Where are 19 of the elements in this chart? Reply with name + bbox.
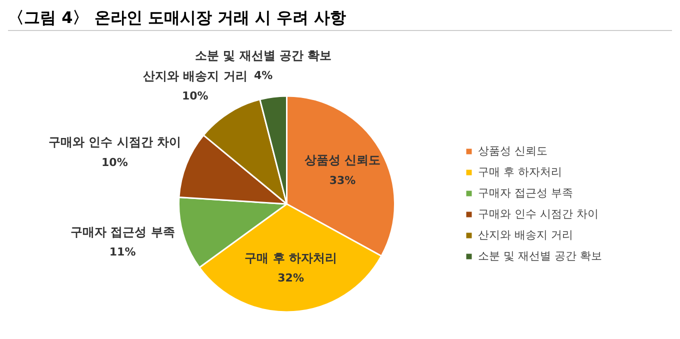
data-label: 33% — [329, 174, 356, 187]
slice-label: 상품성 신뢰도 — [303, 153, 381, 168]
slice-label: 구매자 접근성 부족 — [70, 224, 175, 239]
legend-label: 구매자 접근성 부족 — [478, 186, 574, 200]
slice-label: 구매와 인수 시점간 차이 — [48, 135, 181, 150]
data-label: 10% — [182, 90, 208, 103]
legend-label: 구매와 인수 시점간 차이 — [478, 207, 599, 220]
data-label: 11% — [109, 246, 136, 259]
legend-label: 산지와 배송지 거리 — [478, 228, 574, 242]
chart-title: 〈그림 4〉 온라인 도매시장 거래 시 우려 사항 — [8, 8, 672, 31]
legend-label: 상품성 신뢰도 — [478, 144, 548, 158]
data-label: 32% — [278, 272, 304, 285]
slice-label: 소분 및 재선별 공간 확보 — [194, 48, 332, 62]
legend-label: 소분 및 재선별 공간 확보 — [478, 249, 602, 262]
slice-label: 구매 후 하자처리 — [244, 250, 338, 265]
legend-label: 구매 후 하자처리 — [478, 165, 562, 178]
data-label: 4% — [254, 69, 273, 82]
data-label: 10% — [102, 156, 128, 169]
slice-label: 산지와 배송지 거리 — [142, 68, 248, 83]
